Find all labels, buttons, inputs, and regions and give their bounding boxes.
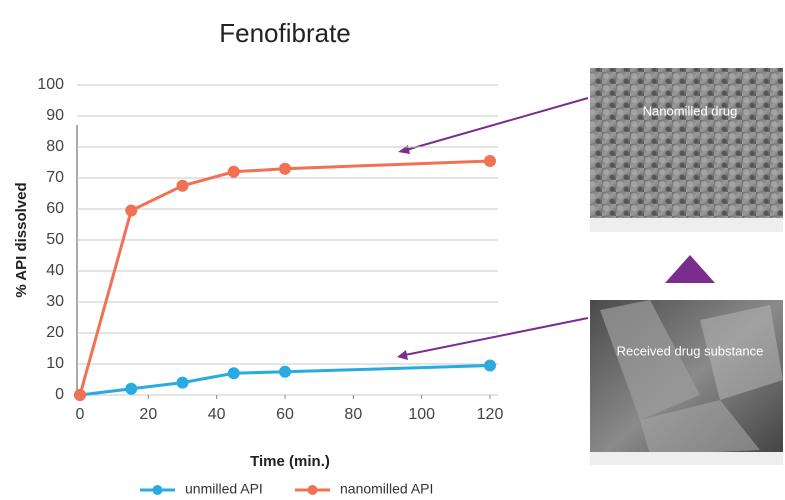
y-tick-label: 60 (46, 200, 64, 217)
x-tick-label: 120 (477, 406, 504, 423)
data-point (177, 377, 189, 389)
image-caption: Received drug substance (617, 343, 764, 358)
y-tick-label: 40 (46, 262, 64, 279)
x-tick-label: 100 (408, 406, 435, 423)
pointer-arrow (405, 318, 588, 355)
x-tick-label: 40 (208, 406, 226, 423)
y-tick-label: 30 (46, 293, 64, 310)
up-arrow (665, 255, 715, 283)
arrow-head (397, 350, 408, 360)
y-tick-label: 90 (46, 107, 64, 124)
arrow-head (398, 145, 410, 154)
x-axis-label: Time (min.) (250, 453, 330, 470)
y-tick-label: 70 (46, 169, 64, 186)
x-tick-label: 0 (76, 406, 85, 423)
image-footer (590, 218, 783, 232)
pointer-arrow (406, 98, 588, 150)
chart: Fenofibrate % API dissolved Time (min.) … (0, 0, 785, 500)
chart-title: Fenofibrate (219, 18, 351, 48)
data-point (177, 180, 189, 192)
data-point (74, 389, 86, 401)
image-footer (590, 452, 783, 465)
legend-label: unmilled API (185, 481, 263, 497)
image-caption: Nanomilled drug (643, 103, 738, 118)
y-tick-label: 20 (46, 324, 64, 341)
data-point (125, 383, 137, 395)
y-tick-label: 80 (46, 138, 64, 155)
data-point (125, 205, 137, 217)
data-point (484, 155, 496, 167)
legend-marker (308, 485, 318, 495)
x-tick-label: 60 (276, 406, 294, 423)
data-point (279, 366, 291, 378)
y-tick-label: 10 (46, 355, 64, 372)
y-tick-label: 50 (46, 231, 64, 248)
legend-marker (153, 485, 163, 495)
legend-label: nanomilled API (340, 481, 433, 497)
data-point (484, 360, 496, 372)
y-tick-label: 0 (55, 386, 64, 403)
series-line (80, 161, 490, 395)
y-tick-label: 100 (37, 76, 64, 93)
data-point (279, 163, 291, 175)
data-point (228, 166, 240, 178)
sem-image-nanomilled (590, 68, 783, 232)
data-point (228, 367, 240, 379)
x-tick-label: 80 (344, 406, 362, 423)
y-axis-label: % API dissolved (13, 182, 30, 297)
x-tick-label: 20 (139, 406, 157, 423)
